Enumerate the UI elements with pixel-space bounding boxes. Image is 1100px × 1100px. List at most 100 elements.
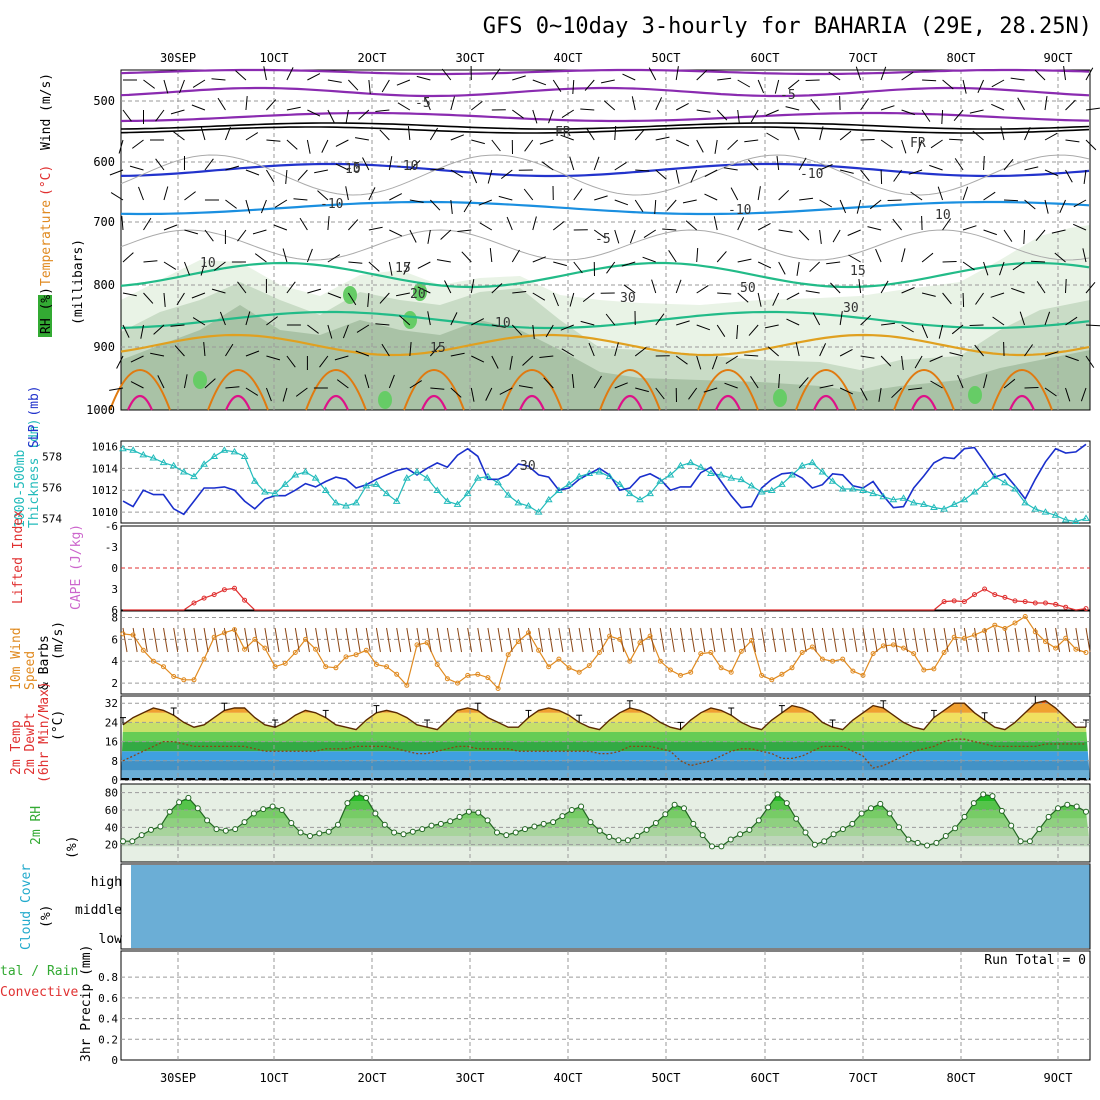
wind10-barb — [963, 627, 969, 653]
wind10-barb — [1034, 627, 1040, 653]
rh-marker — [400, 831, 407, 838]
wind-barb — [737, 217, 745, 231]
wind10-marker — [830, 658, 836, 664]
wind10-barb — [183, 627, 189, 653]
thickness-marker — [382, 489, 391, 497]
thickness-marker — [788, 471, 796, 478]
wind-barb — [1085, 107, 1100, 111]
wind-barb — [450, 134, 464, 141]
wind-barb — [184, 229, 199, 235]
rh-tick: 60 — [105, 804, 118, 817]
thickness-marker — [372, 480, 381, 487]
wind10-marker — [1002, 626, 1008, 631]
wind10-barb — [801, 627, 807, 653]
wind-barb — [631, 96, 636, 111]
wind-barb — [204, 158, 214, 171]
wind-barb — [307, 109, 321, 117]
wind-barb — [983, 229, 997, 236]
wind10-marker — [465, 672, 471, 678]
wind-barb — [655, 97, 663, 111]
precip-tick: 0.6 — [98, 992, 118, 1005]
rh-marker — [933, 839, 940, 846]
wind10-marker — [860, 672, 866, 678]
slp-tick: 1016 — [92, 440, 119, 453]
wind-barb — [869, 199, 882, 210]
wind10-marker — [972, 632, 977, 638]
wind10-barb — [578, 627, 584, 653]
wind10-barb — [832, 627, 838, 653]
wind-barb — [172, 131, 185, 141]
wind10-marker — [252, 636, 258, 642]
thickness-marker — [119, 444, 127, 452]
wind-barb — [901, 71, 914, 81]
surface-temp-contour — [812, 394, 840, 411]
wind-barb — [266, 139, 281, 142]
wind-barb — [170, 324, 185, 327]
wind-barb — [685, 220, 698, 231]
wind10-marker — [728, 669, 734, 675]
temp-tick: 0 — [111, 774, 118, 787]
wind-barb — [122, 324, 130, 338]
wind-barb — [295, 387, 308, 397]
rh-marker — [241, 819, 248, 826]
wind-barb — [471, 101, 483, 111]
wind-barb — [512, 291, 527, 294]
wind-barb — [704, 169, 718, 178]
wind-barb — [600, 79, 615, 84]
thickness-marker — [919, 500, 928, 507]
wind-barb — [716, 251, 727, 263]
contour-label: -10 — [320, 197, 343, 212]
wind-barb — [512, 75, 526, 81]
thickness-marker — [129, 446, 138, 453]
wind-barb — [999, 261, 1005, 276]
wind10-barb — [355, 627, 361, 653]
wind-barb — [839, 95, 841, 111]
wind-barb — [648, 67, 657, 81]
wind-barb — [436, 259, 451, 263]
wind-barb — [118, 139, 124, 154]
li-marker — [221, 587, 227, 593]
wind-barb — [809, 261, 820, 273]
wind10-barb — [933, 627, 939, 653]
surface-temp-contour — [305, 369, 367, 411]
wind-barb — [327, 292, 342, 299]
wind10-marker — [759, 672, 765, 678]
wind-barb — [614, 229, 620, 244]
wind10-marker — [546, 664, 552, 670]
wind10-marker — [333, 665, 339, 671]
top-date-tick: 6OCT — [751, 51, 780, 65]
thickness-marker — [433, 486, 442, 494]
wind-barb — [478, 199, 492, 206]
thickness-tick: 578 — [42, 450, 62, 463]
wind-barb — [860, 355, 875, 359]
wind-barb — [266, 99, 277, 111]
wind10-barb — [244, 627, 250, 653]
thickness-marker — [210, 452, 219, 459]
wind-barb — [450, 169, 464, 178]
wind10-marker — [282, 660, 288, 666]
wind-barb — [635, 169, 650, 172]
rh-marker — [409, 828, 416, 835]
wind-barb — [983, 261, 989, 276]
wind10-barb — [325, 627, 331, 653]
rh-marker — [624, 837, 631, 844]
wind-barb — [634, 199, 644, 212]
wind-barb — [396, 292, 410, 297]
thickness-marker — [494, 478, 502, 486]
wind-barb — [772, 292, 780, 306]
wind-barb — [921, 252, 934, 263]
wind10-barb — [649, 627, 655, 653]
wind-barb — [839, 387, 854, 395]
wind10-marker — [323, 664, 329, 670]
thickness-marker — [220, 446, 229, 453]
bottom-date-tick: 1OCT — [260, 1071, 289, 1085]
wind-barb — [532, 256, 546, 263]
rh-high-patch — [193, 371, 207, 389]
thickness-marker — [1021, 498, 1030, 506]
wind-barb — [662, 228, 677, 231]
thickness-marker — [413, 467, 421, 475]
temp-band — [121, 722, 1090, 732]
rh-label: 2m RH — [29, 806, 44, 845]
rh-marker — [989, 793, 996, 800]
